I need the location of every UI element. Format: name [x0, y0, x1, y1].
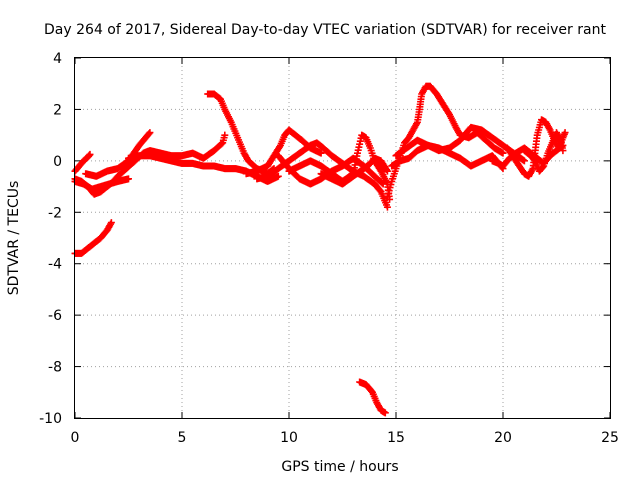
- data-point: [383, 167, 391, 175]
- y-tick-label: -6: [48, 308, 62, 324]
- data-point: [499, 149, 507, 157]
- data-series-arc-14: [383, 82, 507, 201]
- y-tick-label: 4: [53, 51, 62, 67]
- x-tick-label: 15: [387, 430, 405, 446]
- data-point: [383, 166, 391, 174]
- data-point: [146, 129, 154, 137]
- data-point: [145, 130, 153, 138]
- data-point: [539, 163, 547, 171]
- data-series-arc-6: [125, 152, 282, 185]
- y-tick-label: -4: [48, 257, 62, 273]
- axis-ticks: [74, 57, 611, 419]
- data-point: [274, 172, 282, 180]
- tick-labels: 0 5 10 15 20 25 -10 -8 -6 -4 -2 0 2 4: [39, 51, 619, 446]
- data-point: [86, 150, 94, 158]
- data-series-arc-8: [242, 126, 325, 178]
- data-series-arc-3: [71, 175, 132, 193]
- data-series-arc-18: [503, 116, 569, 180]
- chart-title: Day 264 of 2017, Sidereal Day-to-day VTE…: [44, 22, 606, 38]
- x-tick-label: 25: [601, 430, 619, 446]
- data-series-arc-12: [317, 154, 391, 188]
- plot-frame: [74, 57, 611, 419]
- data-point: [383, 203, 391, 211]
- y-tick-label: -8: [48, 360, 62, 376]
- data-point: [317, 149, 325, 157]
- data-series-arc-9: [253, 139, 391, 211]
- data-point: [125, 175, 132, 183]
- data-series-arc-4: [71, 219, 115, 257]
- data-series-arc-13: [356, 378, 389, 417]
- data-series-arc-1: [71, 150, 94, 175]
- grid-lines: [75, 58, 610, 418]
- x-tick-label: 10: [280, 430, 298, 446]
- data-series-arc-19: [520, 129, 567, 175]
- y-tick-label: -10: [39, 411, 62, 427]
- data-point: [221, 131, 229, 139]
- x-tick-label: 0: [71, 430, 80, 446]
- x-axis-label: GPS time / hours: [281, 459, 398, 475]
- data-point: [559, 147, 567, 155]
- data-point: [107, 219, 115, 227]
- y-tick-label: -2: [48, 205, 62, 221]
- y-tick-label: 0: [53, 154, 62, 170]
- data-point: [276, 143, 284, 151]
- data-point: [381, 409, 389, 417]
- x-tick-label: 20: [494, 430, 512, 446]
- plot-area: [71, 82, 569, 417]
- data-point: [561, 129, 569, 137]
- y-axis-label: SDTVAR / TECUs: [6, 181, 22, 296]
- y-tick-label: 2: [53, 102, 62, 118]
- data-series-arc-16: [392, 123, 528, 165]
- data-point: [520, 157, 528, 165]
- x-tick-label: 5: [178, 430, 187, 446]
